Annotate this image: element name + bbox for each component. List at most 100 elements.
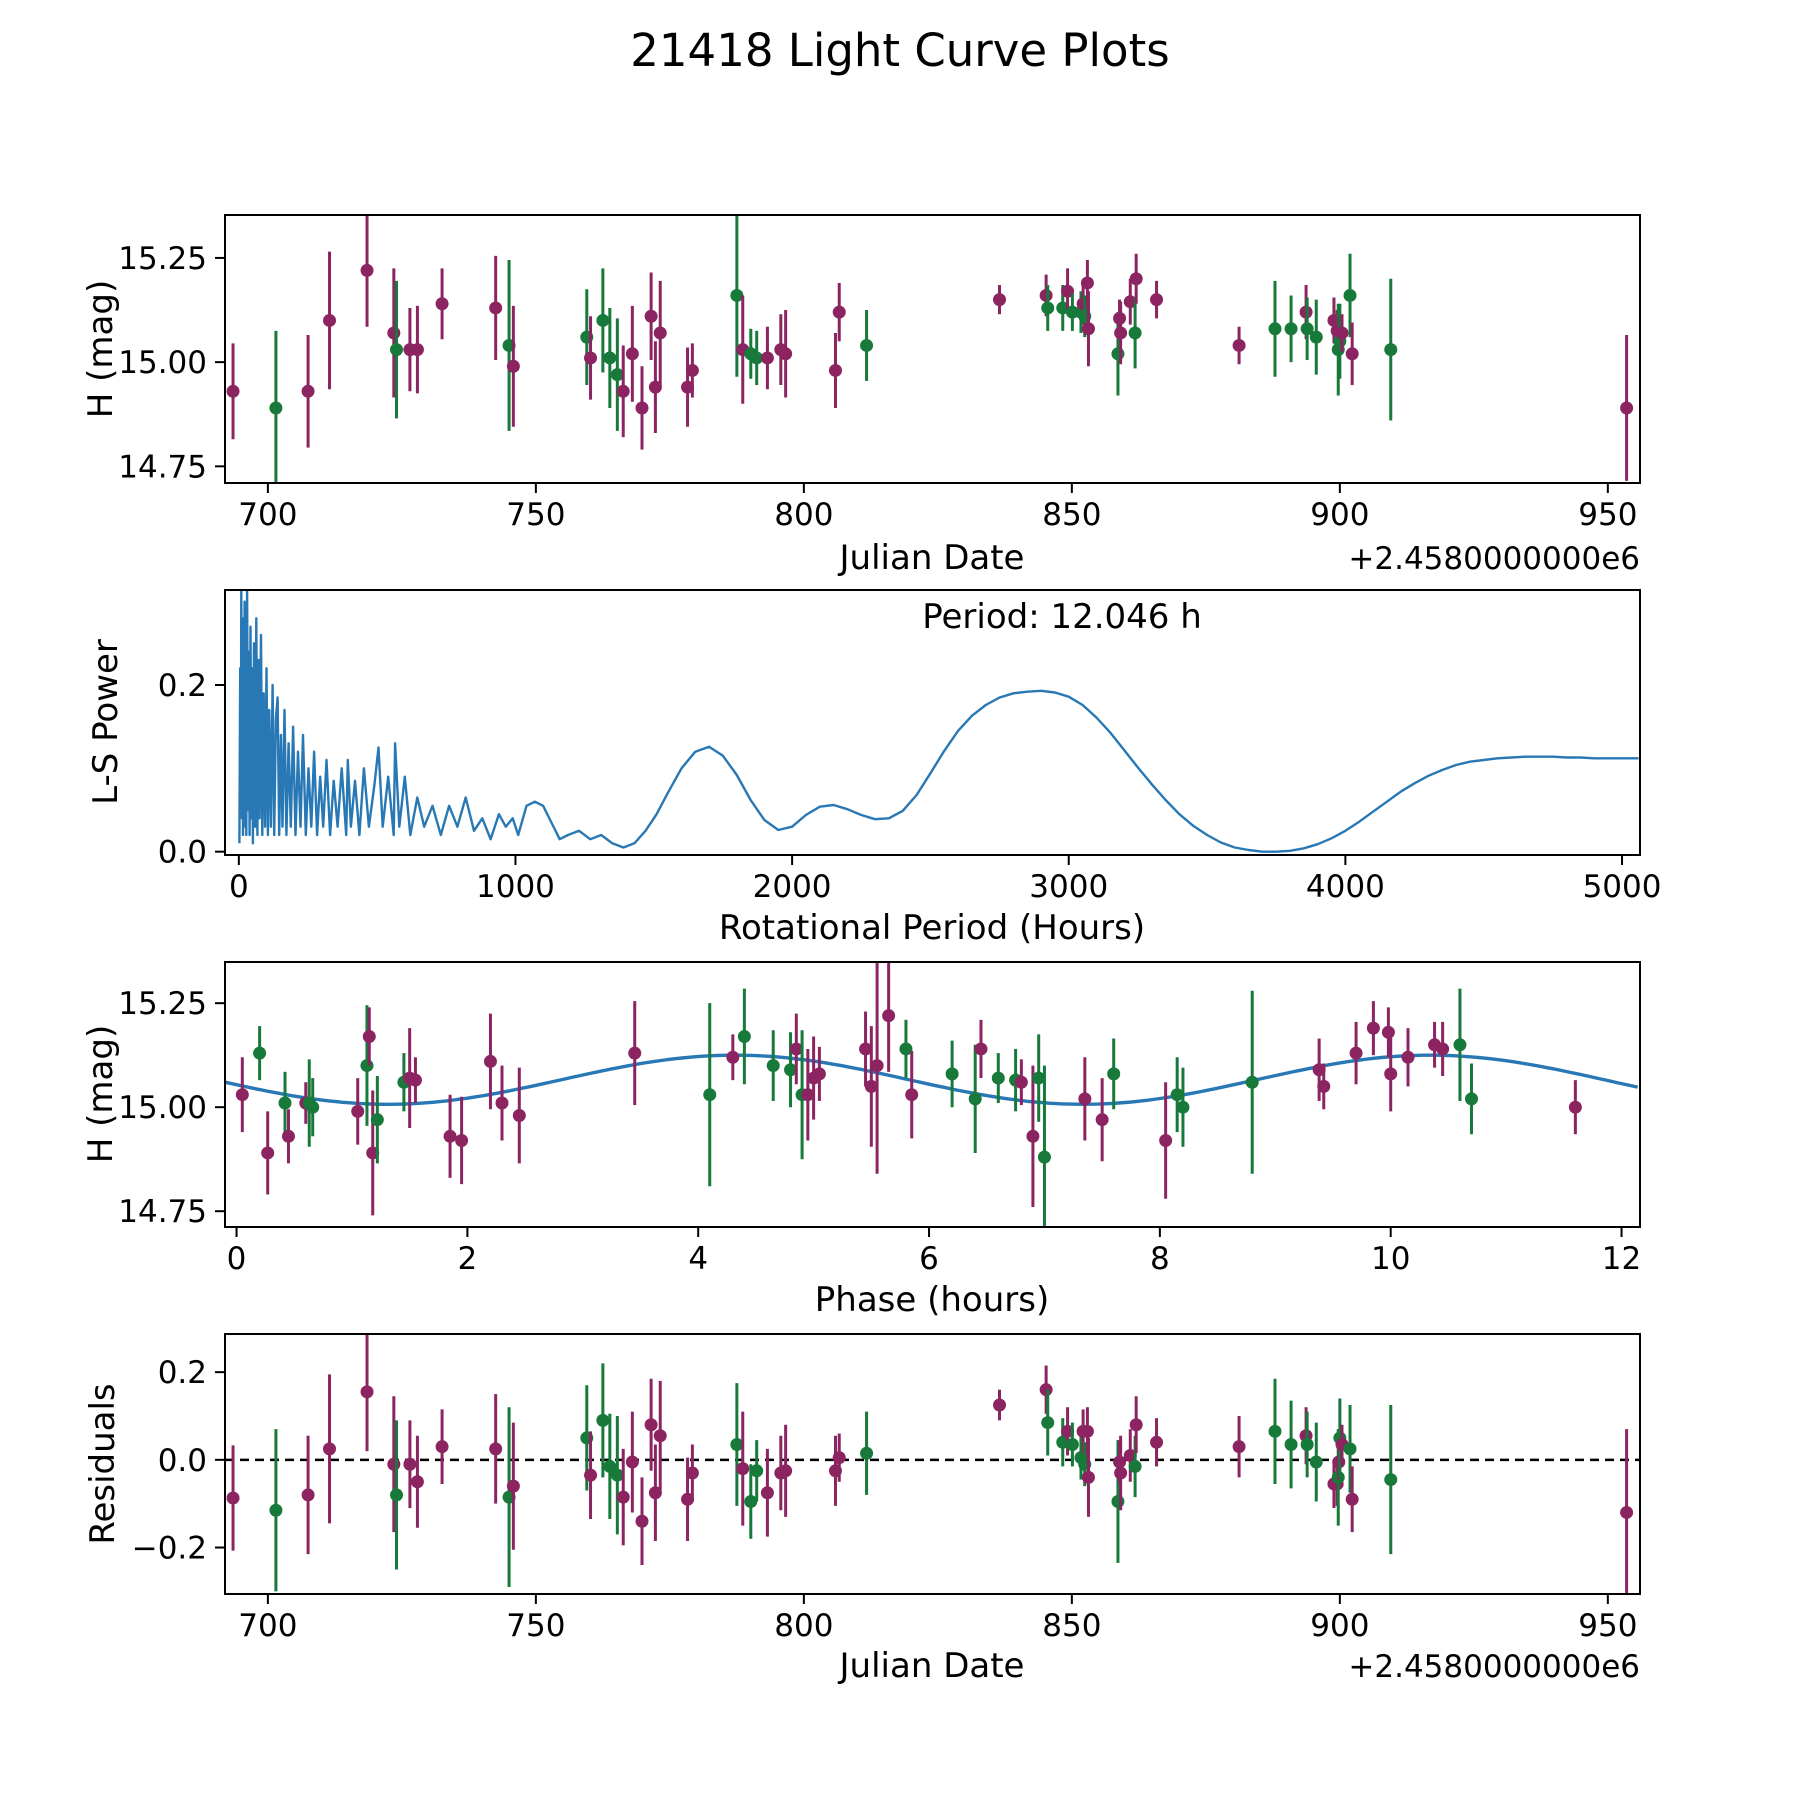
data-point bbox=[1041, 301, 1055, 315]
data-point bbox=[737, 1029, 751, 1043]
data-point bbox=[1061, 284, 1075, 298]
data-point bbox=[882, 1009, 896, 1023]
x-tick-label: 900 bbox=[1310, 1608, 1369, 1644]
data-point bbox=[828, 363, 842, 377]
data-point bbox=[1041, 1416, 1055, 1430]
data-point bbox=[1176, 1100, 1190, 1114]
data-point bbox=[1453, 1038, 1467, 1052]
figure-title: 21418 Light Curve Plots bbox=[630, 24, 1170, 77]
data-point bbox=[360, 1385, 374, 1399]
x-tick-label: 2000 bbox=[753, 869, 832, 905]
data-point bbox=[801, 1088, 815, 1102]
data-point bbox=[644, 1418, 658, 1432]
data-point bbox=[1343, 1442, 1357, 1456]
data-point bbox=[616, 1490, 630, 1504]
data-point bbox=[744, 1494, 758, 1508]
data-point bbox=[1114, 1466, 1128, 1480]
data-point bbox=[784, 1063, 798, 1077]
data-point bbox=[1159, 1133, 1173, 1147]
data-point bbox=[1114, 326, 1128, 340]
data-point bbox=[648, 1486, 662, 1500]
data-point bbox=[779, 347, 793, 361]
residuals-ylabel: Residuals bbox=[83, 1383, 123, 1545]
data-point bbox=[301, 384, 315, 398]
x-tick-label: 10 bbox=[1371, 1241, 1410, 1277]
data-point bbox=[506, 359, 520, 373]
data-point bbox=[1309, 1455, 1323, 1469]
data-point bbox=[779, 1464, 793, 1478]
data-point bbox=[1349, 1046, 1363, 1060]
data-point bbox=[860, 338, 874, 352]
data-point bbox=[1080, 1424, 1094, 1438]
data-point bbox=[870, 1059, 884, 1073]
data-point bbox=[1170, 1088, 1184, 1102]
y-tick-label: 0.0 bbox=[158, 1443, 207, 1479]
data-point bbox=[1123, 295, 1137, 309]
residuals-plot-area bbox=[225, 1334, 1640, 1594]
periodogram-plot-area bbox=[238, 590, 1639, 853]
data-point bbox=[685, 363, 699, 377]
data-point bbox=[360, 263, 374, 277]
data-point bbox=[864, 1079, 878, 1093]
fit-curve bbox=[225, 1053, 1639, 1107]
data-point bbox=[1081, 322, 1095, 336]
y-tick-label: 15.25 bbox=[118, 986, 207, 1022]
data-point bbox=[1032, 1071, 1046, 1085]
data-point bbox=[1620, 401, 1634, 415]
data-point bbox=[370, 1113, 384, 1127]
data-point bbox=[1232, 1440, 1246, 1454]
data-point bbox=[390, 1488, 404, 1502]
data-point bbox=[1464, 1092, 1478, 1106]
axes-frame bbox=[224, 214, 1641, 484]
data-point bbox=[1284, 322, 1298, 336]
data-point bbox=[435, 297, 449, 311]
data-point bbox=[766, 1059, 780, 1073]
data-point bbox=[226, 1491, 240, 1505]
data-point bbox=[860, 1446, 874, 1460]
data-point bbox=[789, 1042, 803, 1056]
data-point bbox=[1384, 1067, 1398, 1081]
data-point bbox=[1129, 1418, 1143, 1432]
panel-residuals: 700 750 800 850 900 950 −0.2 0.0 0.2 bbox=[132, 1333, 1641, 1644]
data-point bbox=[403, 1457, 417, 1471]
data-point bbox=[235, 1088, 249, 1102]
data-point bbox=[584, 351, 598, 365]
data-point bbox=[603, 351, 617, 365]
periodogram-xlabel: Rotational Period (Hours) bbox=[718, 908, 1146, 948]
x-tick-label: 4 bbox=[688, 1241, 708, 1277]
data-point bbox=[726, 1050, 740, 1064]
data-point bbox=[905, 1088, 919, 1102]
data-point bbox=[1317, 1079, 1331, 1093]
x-tick-label: 800 bbox=[774, 1608, 833, 1644]
data-point bbox=[1128, 326, 1142, 340]
data-point bbox=[1232, 338, 1246, 352]
y-tick-label: 14.75 bbox=[118, 449, 207, 485]
data-point bbox=[1129, 272, 1143, 286]
data-point bbox=[1061, 1424, 1075, 1438]
axes-frame bbox=[224, 589, 1641, 856]
data-point bbox=[1268, 1424, 1282, 1438]
data-point bbox=[1037, 1150, 1051, 1164]
data-point bbox=[1436, 1042, 1450, 1056]
data-point bbox=[603, 1459, 617, 1473]
data-point bbox=[653, 326, 667, 340]
lightcurve-plot-area bbox=[226, 215, 1634, 483]
data-point bbox=[750, 1464, 764, 1478]
data-point bbox=[1366, 1021, 1380, 1035]
data-point bbox=[584, 1468, 598, 1482]
data-point bbox=[1039, 1383, 1053, 1397]
data-point bbox=[323, 313, 337, 327]
data-point bbox=[859, 1042, 873, 1056]
data-point bbox=[685, 1466, 699, 1480]
x-tick-label: 950 bbox=[1578, 497, 1637, 533]
panel-phase: 0 2 4 6 8 10 12 14.75 15.00 15.25 bbox=[118, 961, 1641, 1277]
x-tick-label: 5000 bbox=[1583, 869, 1662, 905]
x-tick-label: 750 bbox=[506, 1608, 565, 1644]
data-point bbox=[1268, 322, 1282, 336]
data-point bbox=[362, 1029, 376, 1043]
y-tick-label: 15.00 bbox=[118, 1090, 207, 1126]
data-point bbox=[899, 1042, 913, 1056]
data-point bbox=[968, 1092, 982, 1106]
data-point bbox=[1384, 1473, 1398, 1487]
